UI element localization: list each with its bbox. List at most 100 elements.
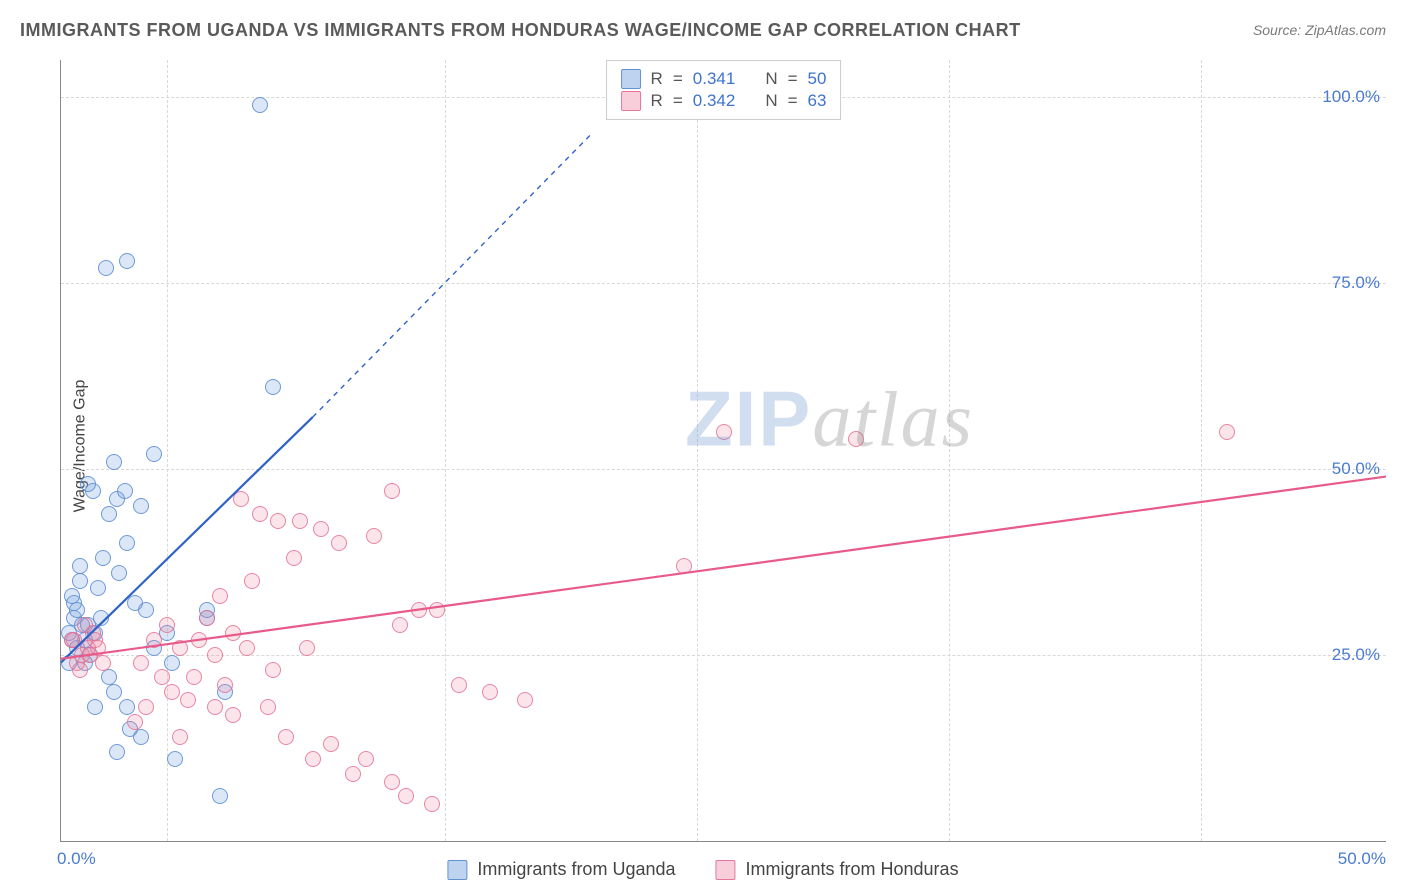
eq: = <box>673 91 683 111</box>
y-tick-label: 25.0% <box>1332 645 1380 665</box>
data-point-honduras <box>278 729 294 745</box>
data-point-honduras <box>138 699 154 715</box>
n-label: N <box>765 69 777 89</box>
data-point-honduras <box>146 632 162 648</box>
data-point-uganda <box>252 97 268 113</box>
data-point-uganda <box>138 602 154 618</box>
data-point-uganda <box>109 744 125 760</box>
correlation-legend: R = 0.341 N = 50 R = 0.342 N = 63 <box>606 60 842 120</box>
y-tick-label: 75.0% <box>1332 273 1380 293</box>
r-label: R <box>651 69 663 89</box>
source-prefix: Source: <box>1253 22 1305 38</box>
data-point-honduras <box>345 766 361 782</box>
legend-row-honduras: R = 0.342 N = 63 <box>621 91 827 111</box>
eq: = <box>788 91 798 111</box>
data-point-uganda <box>212 788 228 804</box>
data-point-honduras <box>451 677 467 693</box>
gridline-h <box>61 469 1386 470</box>
data-point-honduras <box>676 558 692 574</box>
data-point-honduras <box>207 699 223 715</box>
data-point-honduras <box>225 707 241 723</box>
data-point-honduras <box>212 588 228 604</box>
data-point-honduras <box>180 692 196 708</box>
y-tick-label: 100.0% <box>1322 87 1380 107</box>
data-point-uganda <box>133 729 149 745</box>
data-point-uganda <box>164 655 180 671</box>
data-point-uganda <box>87 699 103 715</box>
data-point-honduras <box>186 669 202 685</box>
data-point-uganda <box>119 535 135 551</box>
data-point-uganda <box>119 699 135 715</box>
data-point-uganda <box>106 454 122 470</box>
legend-row-uganda: R = 0.341 N = 50 <box>621 69 827 89</box>
data-point-honduras <box>392 617 408 633</box>
watermark-atlas: atlas <box>812 376 974 463</box>
x-tick-right: 50.0% <box>1338 849 1386 869</box>
data-point-honduras <box>239 640 255 656</box>
chart-title: IMMIGRANTS FROM UGANDA VS IMMIGRANTS FRO… <box>20 20 1021 41</box>
data-point-honduras <box>72 662 88 678</box>
x-tick-left: 0.0% <box>57 849 96 869</box>
data-point-honduras <box>358 751 374 767</box>
data-point-uganda <box>98 260 114 276</box>
data-point-uganda <box>106 684 122 700</box>
r-value-uganda: 0.341 <box>693 69 736 89</box>
data-point-uganda <box>101 669 117 685</box>
data-point-honduras <box>199 610 215 626</box>
data-point-honduras <box>207 647 223 663</box>
data-point-honduras <box>260 699 276 715</box>
data-point-uganda <box>111 565 127 581</box>
gridline-v <box>697 60 698 841</box>
data-point-honduras <box>848 431 864 447</box>
data-point-honduras <box>411 602 427 618</box>
data-point-honduras <box>217 677 233 693</box>
gridline-v <box>167 60 168 841</box>
data-point-honduras <box>127 714 143 730</box>
data-point-uganda <box>101 506 117 522</box>
data-point-uganda <box>69 602 85 618</box>
data-point-honduras <box>172 640 188 656</box>
swatch-blue-icon <box>621 69 641 89</box>
data-point-honduras <box>286 550 302 566</box>
data-point-uganda <box>117 483 133 499</box>
data-point-honduras <box>265 662 281 678</box>
gridline-h <box>61 655 1386 656</box>
data-point-uganda <box>90 580 106 596</box>
data-point-honduras <box>64 632 80 648</box>
n-value-honduras: 63 <box>808 91 827 111</box>
source-value: ZipAtlas.com <box>1305 22 1386 38</box>
n-label: N <box>765 91 777 111</box>
data-point-honduras <box>77 617 93 633</box>
data-point-uganda <box>95 550 111 566</box>
data-point-honduras <box>398 788 414 804</box>
watermark: ZIPatlas <box>685 374 974 465</box>
gridline-v <box>1201 60 1202 841</box>
data-point-honduras <box>191 632 207 648</box>
data-point-honduras <box>292 513 308 529</box>
series-legend: Immigrants from Uganda Immigrants from H… <box>447 859 958 880</box>
gridline-v <box>445 60 446 841</box>
data-point-honduras <box>270 513 286 529</box>
gridline-v <box>949 60 950 841</box>
data-point-honduras <box>172 729 188 745</box>
data-point-honduras <box>366 528 382 544</box>
data-point-honduras <box>252 506 268 522</box>
data-point-honduras <box>233 491 249 507</box>
trendlines-svg <box>61 60 1386 841</box>
data-point-uganda <box>72 573 88 589</box>
data-point-honduras <box>87 632 103 648</box>
swatch-blue-icon <box>447 860 467 880</box>
y-tick-label: 50.0% <box>1332 459 1380 479</box>
legend-item-honduras: Immigrants from Honduras <box>716 859 959 880</box>
legend-label-uganda: Immigrants from Uganda <box>477 859 675 880</box>
data-point-uganda <box>93 610 109 626</box>
eq: = <box>673 69 683 89</box>
legend-item-uganda: Immigrants from Uganda <box>447 859 675 880</box>
swatch-pink-icon <box>621 91 641 111</box>
data-point-honduras <box>424 796 440 812</box>
data-point-uganda <box>72 558 88 574</box>
source-label: Source: ZipAtlas.com <box>1253 22 1386 38</box>
watermark-zip: ZIP <box>685 375 812 463</box>
data-point-honduras <box>133 655 149 671</box>
data-point-honduras <box>244 573 260 589</box>
